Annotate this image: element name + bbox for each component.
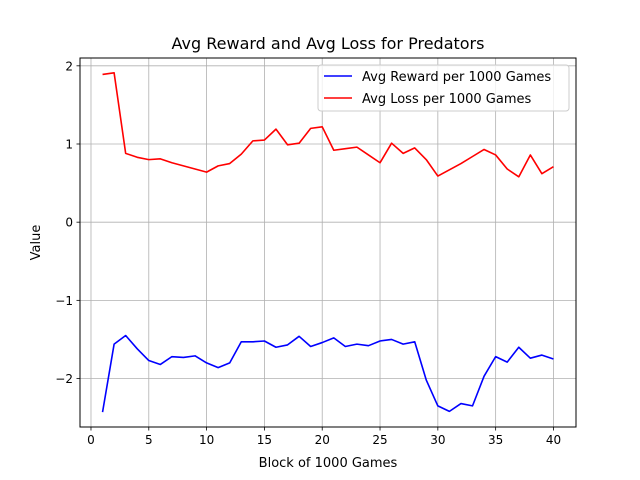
plot-series	[101, 72, 554, 413]
x-tick-label: 30	[430, 433, 445, 447]
legend-box	[317, 64, 570, 112]
reward-series-line	[101, 334, 554, 413]
x-tick-label: 5	[145, 433, 153, 447]
legend-label-reward: Avg Reward per 1000 Games	[362, 70, 551, 85]
x-tick-label: 0	[87, 433, 95, 447]
loss-series-line	[102, 72, 554, 178]
y-tick-label: 1	[65, 137, 73, 151]
chart-title: Avg Reward and Avg Loss for Predators	[172, 34, 485, 53]
plot-frame	[79, 57, 577, 428]
y-tick-label: −2	[55, 372, 73, 386]
y-tick-label: 2	[65, 59, 73, 73]
legend: Avg Reward per 1000 Games Avg Loss per 1…	[317, 64, 570, 112]
x-tick-label: 25	[372, 433, 387, 447]
x-axis-label: Block of 1000 Games	[259, 456, 398, 471]
y-tick-label: 0	[65, 216, 73, 230]
x-tick-label: 15	[257, 433, 272, 447]
x-tick-label: 35	[488, 433, 503, 447]
x-tick-label: 10	[199, 433, 214, 447]
x-tick-label: 40	[546, 433, 561, 447]
x-tick-label: 20	[315, 433, 330, 447]
axis-ticks: 0 5 10 15 20 25 30 35 40 −2 −1 0 1 2	[55, 59, 561, 447]
legend-label-loss: Avg Loss per 1000 Games	[362, 92, 532, 107]
y-tick-label: −1	[55, 294, 73, 308]
y-axis-label: Value	[29, 225, 44, 261]
